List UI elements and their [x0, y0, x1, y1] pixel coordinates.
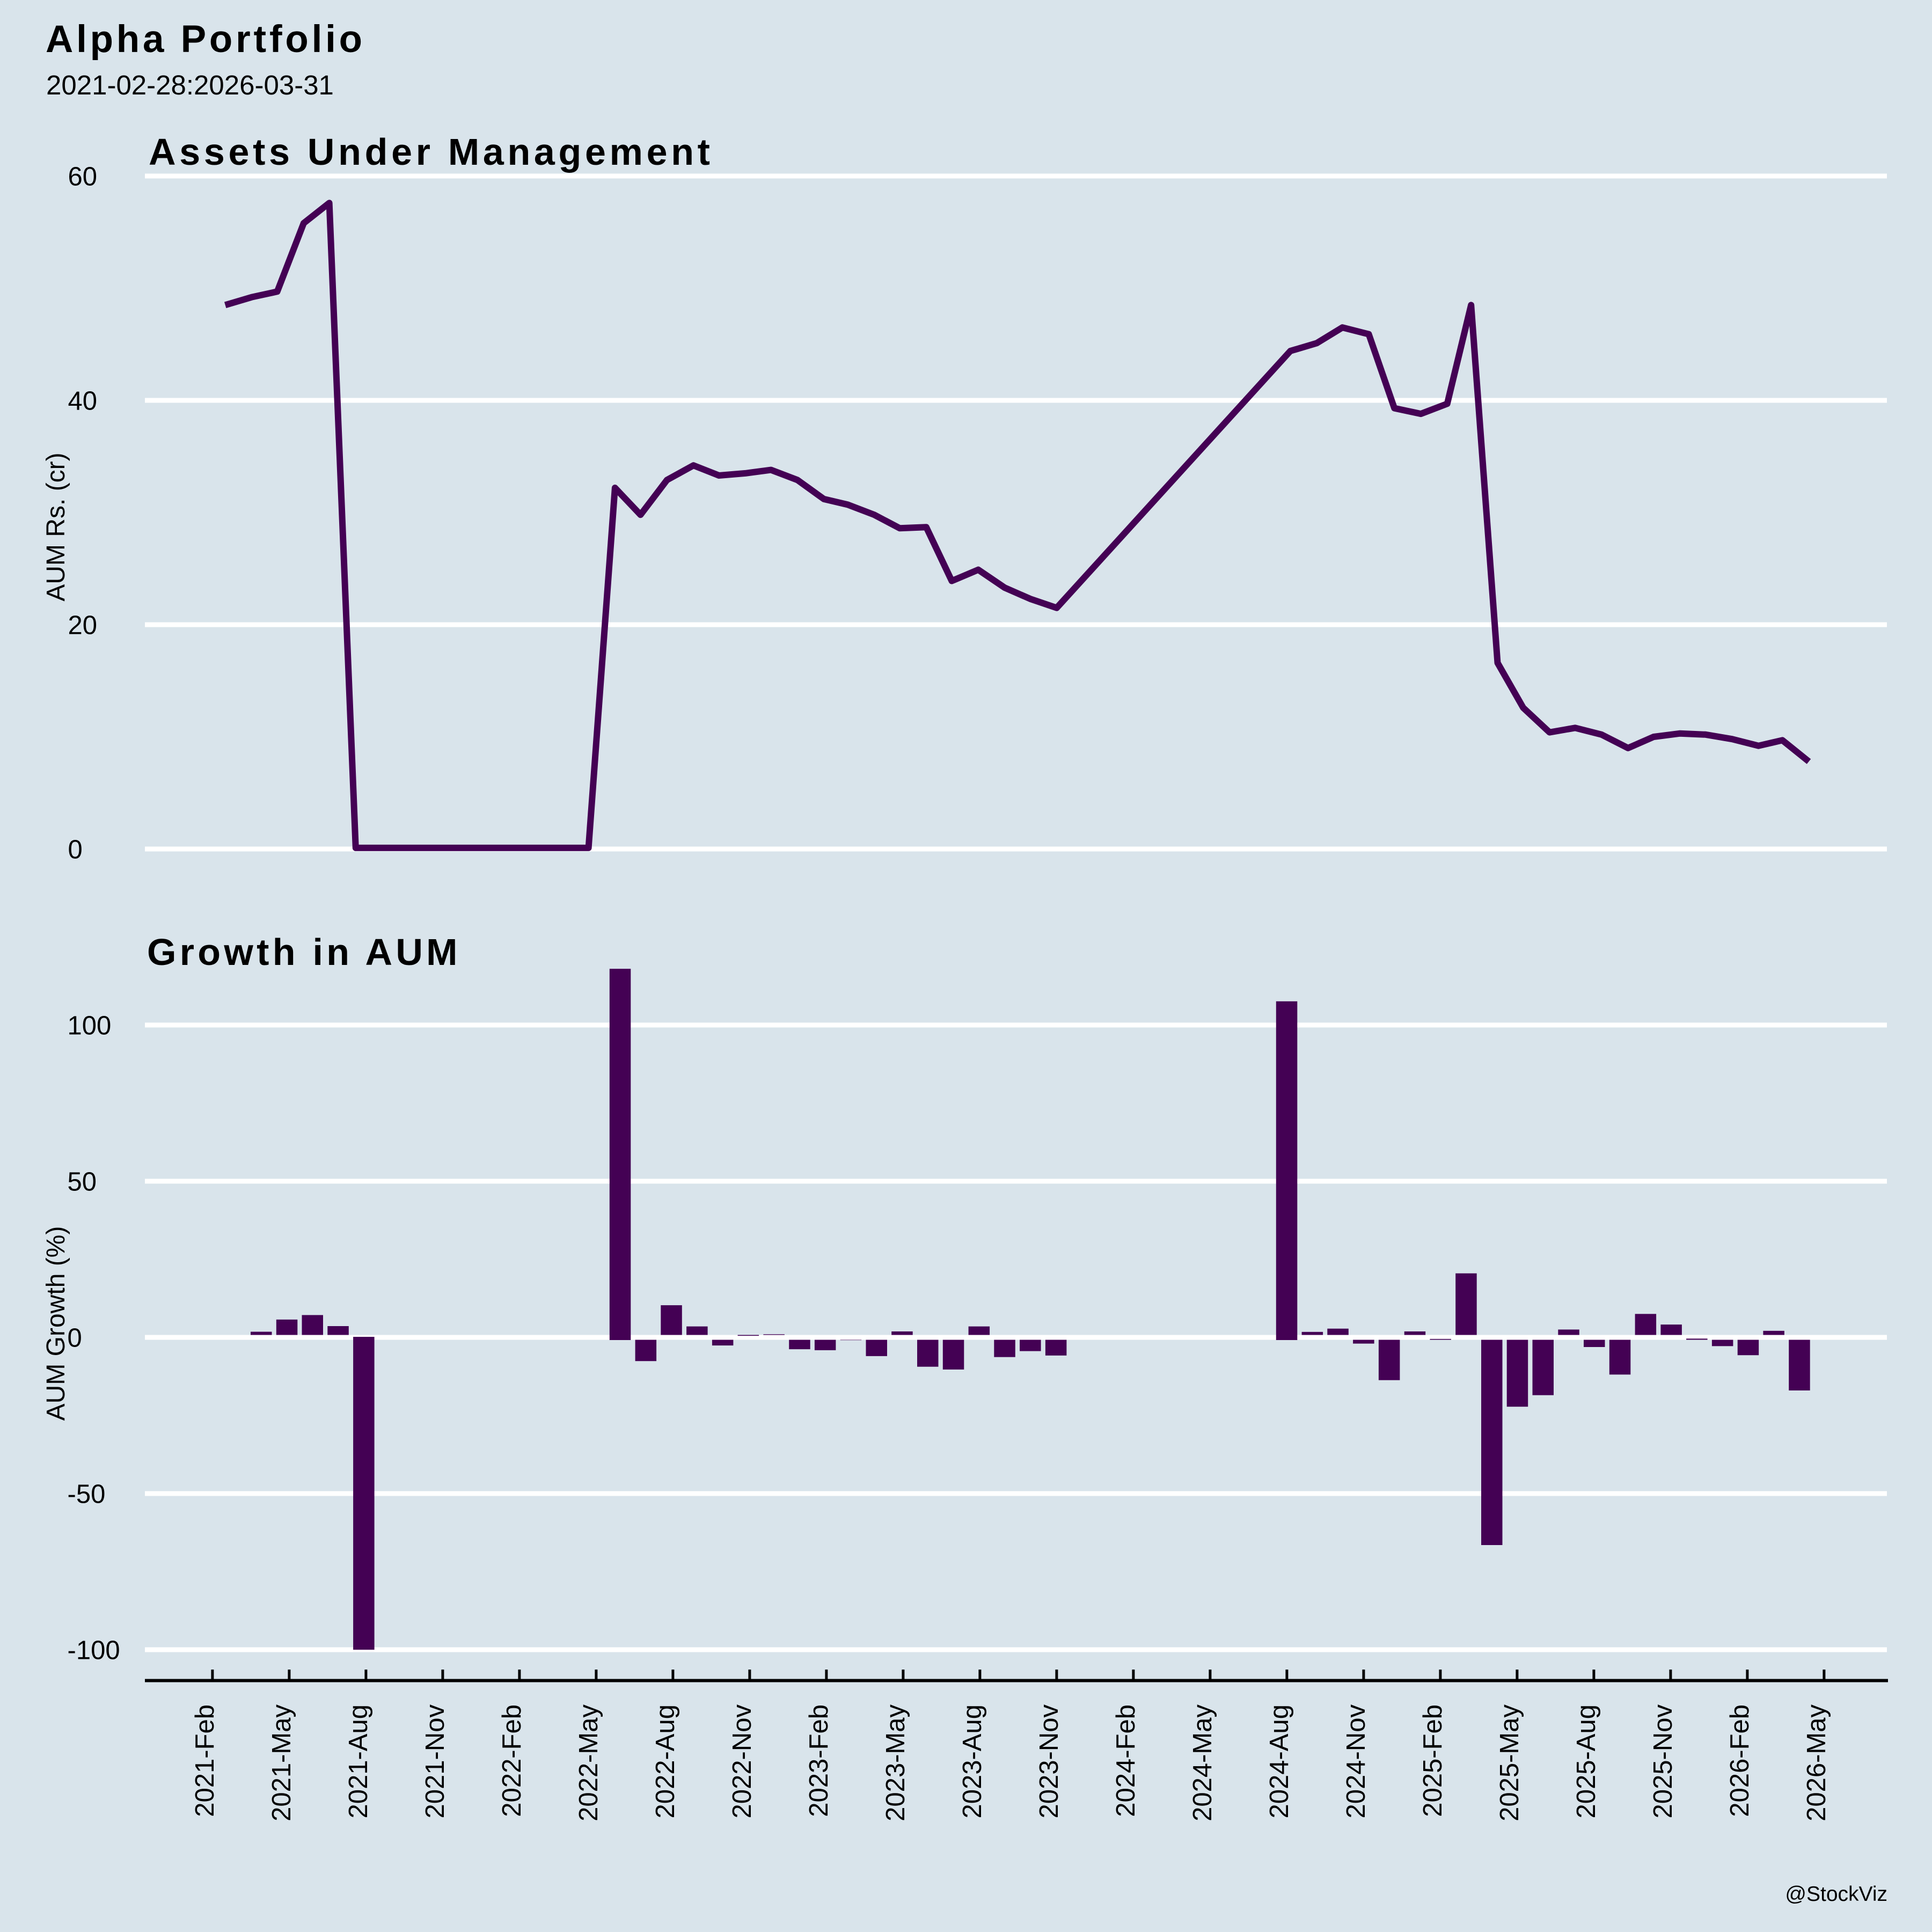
- svg-text:-50: -50: [68, 1480, 106, 1509]
- svg-text:AUM Rs. (cr): AUM Rs. (cr): [42, 452, 70, 601]
- svg-text:2021-02-28:2026-03-31: 2021-02-28:2026-03-31: [46, 70, 334, 100]
- svg-text:60: 60: [68, 163, 98, 192]
- svg-text:@StockViz: @StockViz: [1785, 1883, 1887, 1906]
- svg-text:2022-Feb: 2022-Feb: [497, 1704, 526, 1817]
- svg-text:40: 40: [68, 387, 98, 416]
- svg-text:2024-Feb: 2024-Feb: [1111, 1704, 1140, 1817]
- svg-text:2023-Aug: 2023-Aug: [958, 1704, 987, 1819]
- svg-text:2025-May: 2025-May: [1495, 1704, 1524, 1821]
- svg-text:2021-May: 2021-May: [267, 1704, 296, 1821]
- svg-text:2021-Nov: 2021-Nov: [421, 1704, 450, 1819]
- svg-text:100: 100: [68, 1012, 112, 1041]
- svg-text:Assets Under Management: Assets Under Management: [149, 131, 714, 173]
- svg-text:2024-Nov: 2024-Nov: [1342, 1704, 1371, 1819]
- svg-text:2023-May: 2023-May: [881, 1704, 910, 1821]
- svg-text:-100: -100: [68, 1636, 120, 1665]
- svg-text:2023-Nov: 2023-Nov: [1035, 1704, 1064, 1819]
- svg-text:20: 20: [68, 611, 98, 640]
- svg-text:2022-Nov: 2022-Nov: [728, 1704, 757, 1819]
- svg-text:2026-May: 2026-May: [1802, 1704, 1831, 1821]
- svg-text:2025-Nov: 2025-Nov: [1649, 1704, 1678, 1819]
- svg-text:AUM Growth (%): AUM Growth (%): [42, 1226, 70, 1421]
- svg-text:2023-Feb: 2023-Feb: [804, 1704, 833, 1817]
- svg-text:0: 0: [68, 1324, 82, 1353]
- svg-text:Alpha Portfolio: Alpha Portfolio: [46, 18, 365, 61]
- svg-text:0: 0: [68, 836, 83, 865]
- svg-text:2026-Feb: 2026-Feb: [1725, 1704, 1754, 1817]
- svg-text:2024-Aug: 2024-Aug: [1265, 1704, 1294, 1819]
- svg-text:2025-Aug: 2025-Aug: [1572, 1704, 1601, 1819]
- svg-text:2025-Feb: 2025-Feb: [1418, 1704, 1447, 1817]
- svg-text:2021-Aug: 2021-Aug: [344, 1704, 373, 1819]
- svg-text:2022-Aug: 2022-Aug: [651, 1704, 680, 1819]
- svg-text:2021-Feb: 2021-Feb: [191, 1704, 219, 1817]
- svg-text:2022-May: 2022-May: [574, 1704, 603, 1821]
- svg-text:2024-May: 2024-May: [1188, 1704, 1217, 1821]
- svg-text:Growth in AUM: Growth in AUM: [147, 931, 461, 973]
- svg-text:50: 50: [68, 1168, 97, 1197]
